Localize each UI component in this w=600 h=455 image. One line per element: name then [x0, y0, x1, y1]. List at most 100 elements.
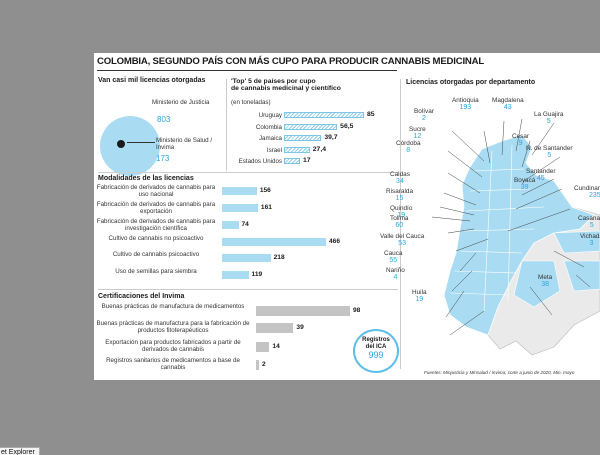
- modalidad-label: Uso de semillas para siembra: [115, 268, 197, 275]
- top5-value-label: 85: [367, 111, 375, 118]
- department-name: Risaralda: [386, 188, 413, 195]
- title-underline: [97, 70, 397, 71]
- salud-label: Ministerio de Salud / Invima: [156, 137, 213, 151]
- department-name: Casanare: [578, 215, 600, 222]
- divider-right: [400, 79, 401, 369]
- licencias-heading: Van casi mil licencias otorgadas: [98, 77, 206, 84]
- department-value: 43: [503, 104, 512, 111]
- department-value: 8: [406, 147, 411, 154]
- certificacion-bar: [256, 323, 294, 333]
- department-name: Caldas: [390, 171, 410, 178]
- colombia-map: [431, 118, 600, 356]
- top5-value-label: 39,7: [324, 134, 338, 141]
- department-value: 5: [547, 152, 552, 159]
- department-label: Casanare5: [578, 215, 600, 229]
- modalidad-label: Cultivo de cannabis psicoactivo: [112, 251, 200, 258]
- modalidad-bar: [222, 221, 239, 229]
- justicia-label: Ministerio de Justicia: [152, 99, 210, 106]
- department-label: Vichada3: [580, 233, 600, 247]
- map-casanare: [553, 230, 600, 254]
- modalidad-bar: [222, 254, 271, 262]
- modalidad-bar: [222, 204, 258, 212]
- modalidad-value-label: 161: [260, 204, 272, 211]
- modalidades-heading: Modalidades de las licencias: [98, 175, 194, 182]
- top5-bar: [284, 123, 338, 130]
- department-value: 60: [395, 222, 404, 229]
- department-name: Sucre: [409, 126, 426, 133]
- modalidad-label: Cultivo de cannabis no psicoactivo: [108, 235, 204, 242]
- department-name: Huila: [412, 289, 427, 296]
- department-value: 15: [395, 195, 404, 202]
- map-vichada: [563, 260, 600, 292]
- department-label: Córdoba 8: [396, 140, 421, 154]
- ica-line2: del ICA: [365, 343, 387, 350]
- map-departments-with-licenses: [443, 134, 595, 336]
- top5-bar: [284, 112, 364, 118]
- departamentos-heading: Licencias otorgadas por departamento: [406, 79, 536, 86]
- top5-bar: [284, 146, 310, 153]
- department-value: 5: [546, 118, 551, 125]
- certificacion-bar: [256, 342, 270, 352]
- department-label: Boyacá 39: [514, 177, 535, 191]
- licencias-pie-chart: [100, 116, 160, 176]
- certificacion-bar: [256, 360, 259, 370]
- department-value: 53: [398, 240, 407, 247]
- department-value: 38: [541, 281, 549, 288]
- department-value: 55: [389, 257, 398, 264]
- top5-value-label: 17: [303, 157, 311, 164]
- department-label: Huila 19: [412, 289, 427, 303]
- top5-bar: [284, 135, 322, 141]
- department-value: 235: [588, 192, 600, 199]
- department-label: Meta 38: [538, 274, 552, 288]
- department-value: 19: [415, 296, 424, 303]
- modalidad-label: Fabricación de derivados de cannabis par…: [96, 218, 216, 232]
- department-label: Quindío 19: [390, 205, 412, 219]
- department-label: Santander 45: [526, 168, 556, 182]
- department-value: 19: [397, 212, 406, 219]
- modalidad-bar: [222, 187, 257, 195]
- taskbar-app-label[interactable]: et Explorer: [0, 447, 40, 455]
- modalidad-value-label: 74: [241, 221, 249, 228]
- modalidad-value-label: 218: [273, 254, 285, 261]
- map-meta: [513, 260, 561, 308]
- top5-category-label: Uruguay: [258, 112, 282, 119]
- modalidad-bar: [222, 271, 249, 279]
- department-name: Cauca: [384, 250, 403, 257]
- department-label: N. de Santander 5: [526, 145, 573, 159]
- department-label: Cundinamarca235: [574, 185, 600, 199]
- pie-slice-justicia: [100, 116, 160, 176]
- department-label: Valle del Cauca 53: [380, 233, 424, 247]
- department-value: 4: [393, 274, 398, 281]
- department-name: Antioquia: [452, 97, 479, 104]
- department-name: Quindío: [390, 205, 413, 212]
- department-label: Nariño 4: [386, 267, 405, 281]
- department-name: La Guajira: [534, 111, 564, 118]
- department-value: 12: [413, 133, 422, 140]
- ica-badge: Registros del ICA 999: [353, 329, 399, 373]
- department-value: 5: [589, 222, 594, 229]
- department-label: Cauca 55: [384, 250, 402, 264]
- top5-value-label: 56,5: [340, 122, 354, 130]
- certificacion-label: Registros sanitarios de medicamentos a b…: [106, 357, 240, 371]
- top5-heading-1: 'Top' 5 de países por cupo: [231, 78, 316, 85]
- department-name: Bolívar: [414, 108, 434, 115]
- top5-unit: (en toneladas): [231, 99, 271, 106]
- department-value: 3: [589, 240, 594, 247]
- certificaciones-heading: Certificaciones del Invima: [98, 293, 185, 300]
- source-footer: Fuentes: Minjusticia y Minsalud / Invima…: [424, 370, 575, 375]
- salud-value: 173: [156, 154, 170, 163]
- department-name: Córdoba: [396, 140, 421, 147]
- modalidad-value-label: 119: [251, 271, 263, 278]
- department-name: Cundinamarca: [574, 185, 600, 192]
- pie-slice-salud: [117, 140, 125, 148]
- modalidad-bar: [222, 238, 326, 246]
- department-value: 34: [396, 178, 404, 185]
- department-value: 39: [520, 184, 529, 191]
- modalidad-value-label: 156: [259, 187, 271, 194]
- top5-bar: [284, 158, 300, 164]
- top5-category-label: Estados Unidos: [238, 158, 282, 165]
- department-name: Nariño: [386, 267, 405, 274]
- department-name: Magdalena: [492, 97, 524, 104]
- department-value: 2: [421, 115, 426, 122]
- ica-value: 999: [368, 350, 384, 360]
